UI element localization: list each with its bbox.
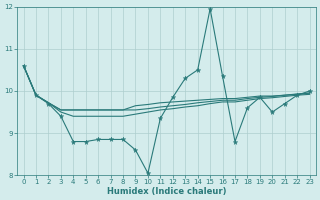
- X-axis label: Humidex (Indice chaleur): Humidex (Indice chaleur): [107, 187, 226, 196]
